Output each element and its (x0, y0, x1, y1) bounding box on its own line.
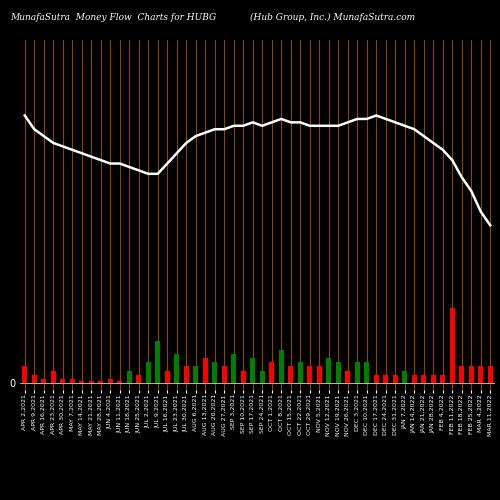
Bar (222, 366, 227, 383)
Bar (364, 362, 370, 383)
Bar (174, 354, 180, 383)
Bar (117, 381, 122, 383)
Bar (260, 370, 265, 383)
Bar (345, 370, 350, 383)
Bar (98, 381, 103, 383)
Bar (184, 366, 189, 383)
Bar (193, 366, 198, 383)
Bar (488, 366, 493, 383)
Bar (240, 370, 246, 383)
Bar (412, 374, 417, 383)
Bar (50, 370, 56, 383)
Bar (231, 354, 236, 383)
Bar (298, 362, 303, 383)
Bar (79, 381, 84, 383)
Bar (41, 379, 46, 383)
Bar (70, 379, 75, 383)
Bar (354, 362, 360, 383)
Bar (374, 374, 379, 383)
Bar (326, 358, 332, 383)
Bar (450, 308, 455, 383)
Bar (459, 366, 464, 383)
Bar (269, 362, 274, 383)
Bar (88, 381, 94, 383)
Bar (430, 374, 436, 383)
Bar (288, 366, 294, 383)
Bar (126, 370, 132, 383)
Bar (278, 350, 284, 383)
Text: MunafaSutra  Money Flow  Charts for HUBG: MunafaSutra Money Flow Charts for HUBG (10, 12, 216, 22)
Bar (202, 358, 208, 383)
Bar (307, 366, 312, 383)
Bar (392, 374, 398, 383)
Bar (136, 374, 141, 383)
Bar (316, 366, 322, 383)
Bar (146, 362, 151, 383)
Bar (383, 374, 388, 383)
Bar (402, 370, 407, 383)
Bar (32, 374, 37, 383)
Bar (164, 370, 170, 383)
Bar (108, 379, 113, 383)
Bar (212, 362, 218, 383)
Bar (250, 358, 256, 383)
Bar (336, 362, 341, 383)
Bar (421, 374, 426, 383)
Text: (Hub Group, Inc.) MunafaSutra.com: (Hub Group, Inc.) MunafaSutra.com (250, 12, 415, 22)
Bar (478, 366, 484, 383)
Bar (155, 341, 160, 383)
Bar (468, 366, 474, 383)
Bar (22, 366, 28, 383)
Bar (60, 379, 66, 383)
Bar (440, 374, 446, 383)
